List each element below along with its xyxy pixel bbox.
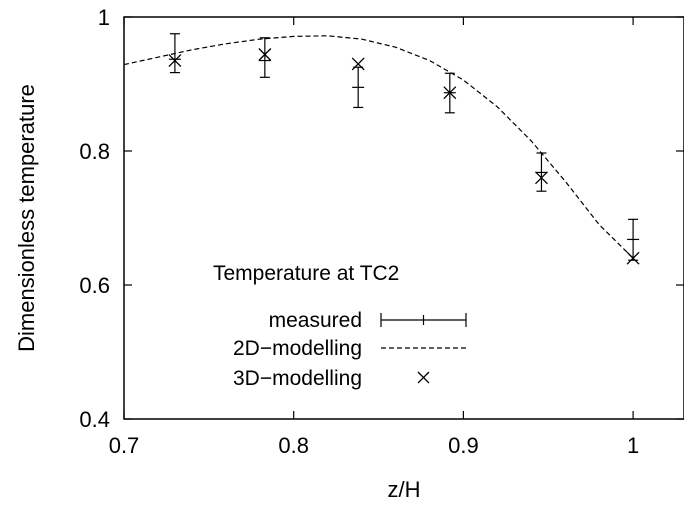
legend-label-measured: measured bbox=[269, 309, 362, 332]
legend-swatch-measured bbox=[381, 313, 466, 327]
legend-title: Temperature at TC2 bbox=[213, 262, 399, 285]
y-tick-label: 0.6 bbox=[79, 273, 110, 298]
x-tick-label: 1 bbox=[627, 433, 639, 458]
measured-errorbar bbox=[259, 38, 271, 78]
x-axis-label: z/H bbox=[388, 477, 421, 502]
y-tick-label: 1 bbox=[98, 5, 110, 30]
x-tick-label: 0.8 bbox=[278, 433, 309, 458]
x-tick-label: 0.7 bbox=[109, 433, 140, 458]
measured-errorbar bbox=[352, 67, 364, 107]
legend: Temperature at TC2 measured 2D−modelling… bbox=[213, 262, 466, 390]
y-tick-label: 0.8 bbox=[79, 139, 110, 164]
legend-label-3d-modelling: 3D−modelling bbox=[233, 367, 362, 390]
series-2d-modelling-line bbox=[124, 36, 633, 258]
legend-label-2d-modelling: 2D−modelling bbox=[233, 337, 362, 360]
x-tick-label: 0.9 bbox=[448, 433, 479, 458]
legend-swatch-3d-modelling bbox=[418, 372, 429, 383]
y-tick-label: 0.4 bbox=[79, 407, 110, 432]
plot-marks bbox=[124, 34, 639, 264]
y-axis-label: Dimensionless temperature bbox=[14, 84, 39, 352]
plot-frame bbox=[124, 17, 684, 419]
